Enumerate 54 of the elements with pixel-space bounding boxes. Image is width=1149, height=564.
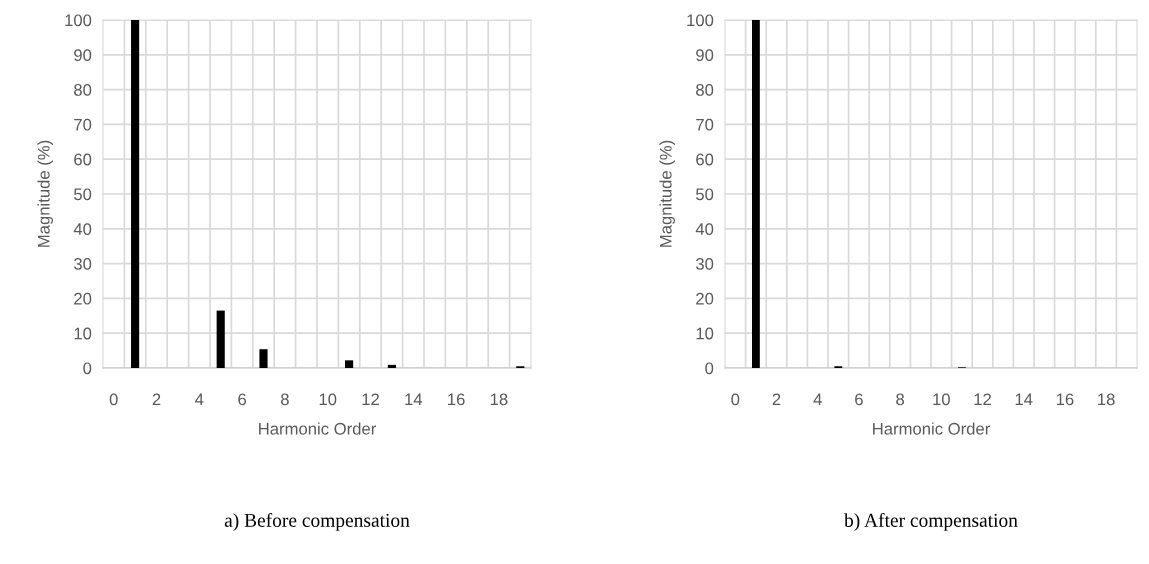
y-tick-label: 60 xyxy=(696,153,714,166)
bar xyxy=(345,360,354,368)
x-tick-label: 0 xyxy=(731,393,740,406)
x-tick-label: 4 xyxy=(195,393,204,406)
bar xyxy=(751,20,760,368)
bar xyxy=(216,310,225,368)
x-tick-label: 18 xyxy=(1098,393,1115,406)
x-tick-label: 10 xyxy=(319,393,337,406)
x-tick-label: 16 xyxy=(448,393,465,406)
y-tick-label: 50 xyxy=(74,188,92,201)
x-tick-label: 8 xyxy=(896,393,905,406)
y-tick-label: 10 xyxy=(696,327,714,340)
y-tick-label: 100 xyxy=(65,14,92,27)
y-tick-label: 80 xyxy=(696,84,714,96)
text: a) Before compensation xyxy=(224,513,410,531)
x-tick-label: 8 xyxy=(280,393,289,406)
y-tick-label: 0 xyxy=(83,362,92,375)
x-tick-label: 4 xyxy=(813,393,822,406)
x-tick-label: 18 xyxy=(490,393,508,406)
y-tick-label: 80 xyxy=(74,84,92,96)
y-tick-label: 70 xyxy=(696,118,714,131)
y-tick-label: 100 xyxy=(687,14,714,27)
x-tick-label: 12 xyxy=(974,393,991,406)
x-tick-label: 6 xyxy=(238,393,246,406)
x-tick-label: 10 xyxy=(933,393,950,406)
x-tick-label: 16 xyxy=(1056,393,1074,406)
y-tick-label: 0 xyxy=(705,362,714,375)
y-tick-label: 30 xyxy=(695,258,714,270)
bar xyxy=(131,20,140,368)
x-tick-label: 14 xyxy=(405,393,423,406)
bar xyxy=(387,364,396,368)
x-tick-label: 2 xyxy=(772,393,781,406)
text: b) After compensation xyxy=(844,513,1018,531)
y-tick-label: 50 xyxy=(696,188,714,201)
y-tick-label: 10 xyxy=(74,327,92,340)
x-tick-label: 12 xyxy=(362,393,379,406)
x-tick-label: 0 xyxy=(109,393,118,406)
y-tick-label: 70 xyxy=(74,118,92,131)
x-axis-title: Harmonic Order xyxy=(873,422,990,435)
y-tick-label: 90 xyxy=(696,49,714,61)
y-tick-label: 30 xyxy=(73,258,92,270)
y-tick-label: 40 xyxy=(73,223,92,235)
bar xyxy=(259,349,268,368)
y-tick-label: 40 xyxy=(695,223,714,235)
y-tick-label: 60 xyxy=(74,153,92,166)
x-tick-label: 6 xyxy=(855,393,863,406)
x-axis-title: Harmonic Order xyxy=(259,422,376,435)
x-tick-label: 14 xyxy=(1015,393,1033,406)
x-tick-label: 2 xyxy=(152,393,161,406)
y-tick-label: 20 xyxy=(74,292,92,305)
y-axis-title: Magnitude (%) xyxy=(659,140,675,247)
y-tick-label: 20 xyxy=(696,292,714,305)
y-tick-label: 90 xyxy=(74,49,92,61)
y-axis-title: Magnitude (%) xyxy=(37,140,53,247)
